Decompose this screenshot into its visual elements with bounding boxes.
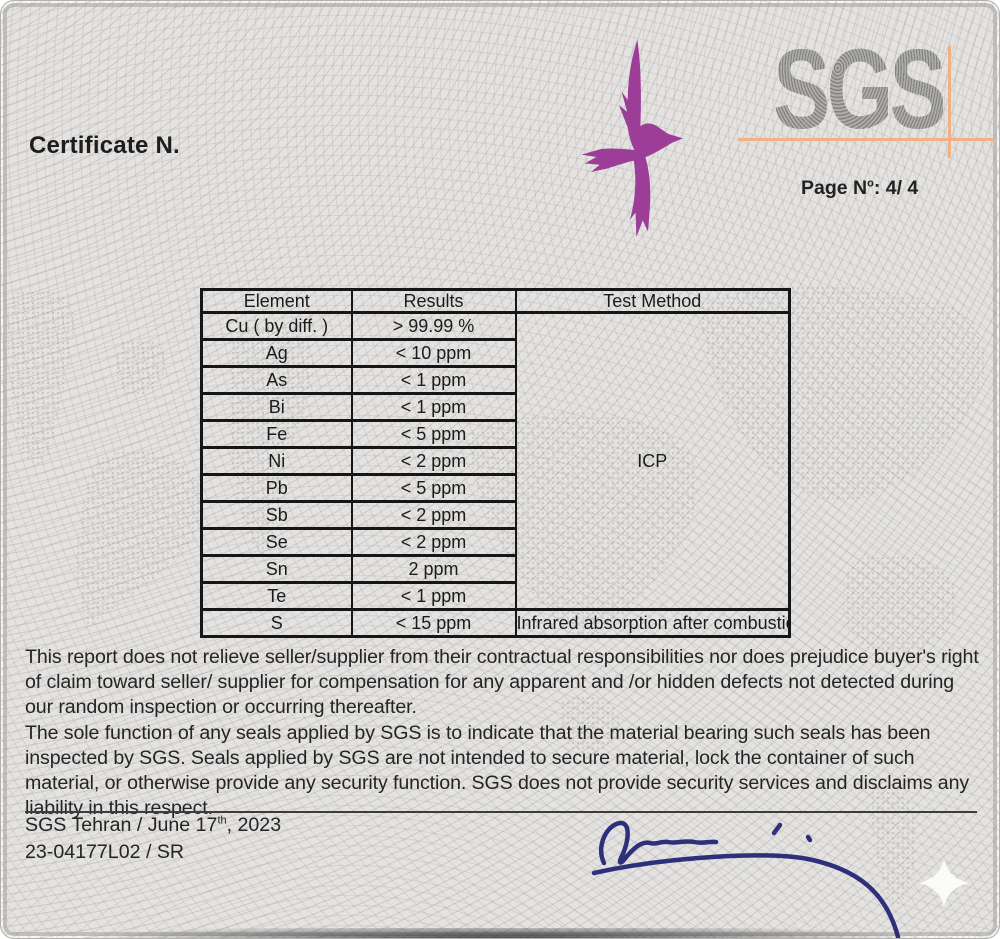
element-cell: Te — [200, 581, 353, 611]
date-ordinal-superscript: th — [217, 814, 227, 827]
column-header-test-method: Test Method — [514, 288, 791, 314]
element-cell: Ni — [200, 446, 353, 476]
results-table: Element Results Test Method Cu ( by diff… — [200, 288, 791, 638]
result-cell: < 5 ppm — [350, 473, 517, 503]
table-row: Sb < 2 ppm — [200, 500, 790, 530]
disclaimer-text: This report does not relieve seller/supp… — [25, 645, 979, 821]
page-number-superscript: o — [867, 177, 874, 190]
result-cell: < 1 ppm — [350, 581, 517, 611]
page-number-suffix: : 4/ 4 — [873, 177, 919, 199]
element-cell: Sn — [200, 554, 353, 584]
element-cell: Pb — [200, 473, 353, 503]
column-header-results: Results — [350, 288, 517, 314]
result-cell: < 2 ppm — [350, 500, 517, 530]
sgs-crosshair-vertical — [948, 46, 951, 158]
result-cell: < 5 ppm — [350, 419, 517, 449]
table-row: Te < 1 ppm — [200, 581, 790, 611]
certificate-reference: 23-04177L02 / SR — [25, 841, 185, 863]
sgs-crosshair-horizontal — [738, 138, 994, 141]
table-row: Sn 2 ppm — [200, 554, 790, 584]
result-cell: < 1 ppm — [350, 392, 517, 422]
table-row: Bi < 1 ppm — [200, 392, 790, 422]
page-number-prefix: Page N — [801, 177, 868, 199]
table-row: Ni < 2 ppm — [200, 446, 790, 476]
table-row: Fe < 5 ppm — [200, 419, 790, 449]
eagle-logo-icon — [581, 39, 684, 238]
element-cell: Fe — [200, 419, 353, 449]
table-row: Pb < 5 ppm — [200, 473, 790, 503]
result-cell: 2 ppm — [350, 554, 517, 584]
element-cell: S — [200, 608, 353, 638]
test-method-icp-cell: ICP — [514, 311, 791, 611]
disclaimer-paragraph-1: This report does not relieve seller/supp… — [25, 646, 979, 719]
disclaimer-paragraph-2: The sole function of any seals applied b… — [25, 721, 970, 820]
office-and-date: SGS Tehran / June 17th, 2023 — [25, 814, 281, 837]
test-method-sulfur-cell: Infrared absorption after combustion — [514, 608, 791, 638]
result-cell: < 10 ppm — [350, 338, 517, 368]
bottom-edge-shadow — [1, 928, 999, 938]
table-row: S < 15 ppm Infrared absorption after com… — [200, 608, 791, 638]
sgs-logo: SGS — [773, 26, 947, 152]
result-cell: < 1 ppm — [350, 365, 517, 395]
column-header-element: Element — [200, 288, 353, 314]
element-cell: Ag — [200, 338, 353, 368]
table-row: As < 1 ppm — [200, 365, 790, 395]
result-cell: < 15 ppm — [350, 608, 517, 638]
footer-divider-line — [25, 811, 977, 813]
element-cell: Sb — [200, 500, 353, 530]
table-header-row: Element Results Test Method — [200, 288, 791, 314]
table-row: Cu ( by diff. ) > 99.99 % ICP — [200, 311, 791, 611]
element-cell: As — [200, 365, 353, 395]
result-cell: < 2 ppm — [350, 527, 517, 557]
office-date-prefix: SGS Tehran / June 17 — [25, 814, 218, 836]
element-cell: Bi — [200, 392, 353, 422]
result-cell: < 2 ppm — [350, 446, 517, 476]
page-number: Page No: 4/ 4 — [801, 177, 918, 200]
office-date-suffix: , 2023 — [226, 814, 282, 836]
signature-mark — [591, 820, 901, 938]
element-cell: Cu ( by diff. ) — [200, 311, 353, 341]
table-row: Se < 2 ppm — [200, 527, 790, 557]
result-cell: > 99.99 % — [350, 311, 517, 341]
element-cell: Se — [200, 527, 353, 557]
table-row: Ag < 10 ppm — [200, 338, 790, 368]
sparkle-icon — [919, 859, 969, 907]
results-table-container: Element Results Test Method Cu ( by diff… — [200, 288, 791, 638]
page-title: Certificate N. — [29, 132, 180, 159]
